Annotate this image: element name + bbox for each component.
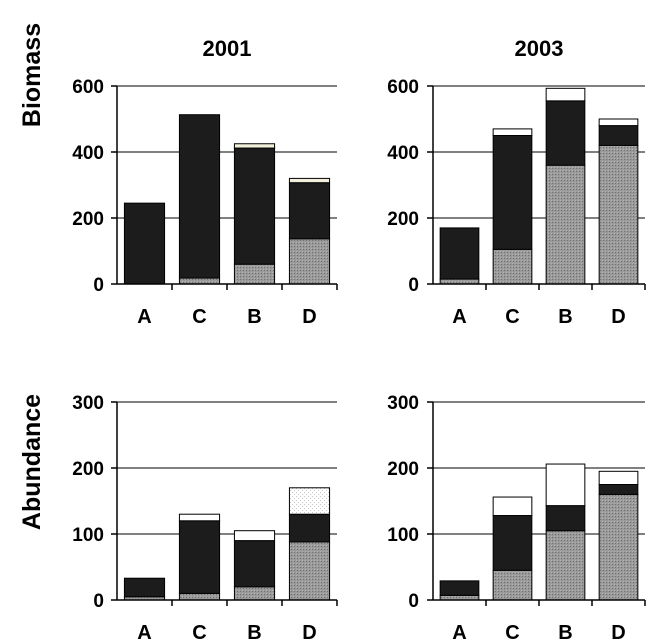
category-label: B xyxy=(247,306,261,328)
category-label: A xyxy=(137,306,151,328)
row-label-abundance: Abundance xyxy=(18,394,46,530)
category-label: C xyxy=(192,622,206,641)
bar-segment-b-black xyxy=(233,147,276,265)
bar-segment-c-black xyxy=(178,520,221,594)
bar-segment-a-black xyxy=(123,577,166,598)
bar-segment-d-grey xyxy=(598,493,639,601)
y-tick-label: 400 xyxy=(72,143,104,164)
bar-segment-d-grey xyxy=(288,238,331,285)
y-tick-label: 0 xyxy=(93,591,104,612)
category-label: D xyxy=(611,622,625,641)
y-tick-label: 600 xyxy=(72,77,104,98)
bar-segment-b-white xyxy=(233,530,276,542)
category-label: A xyxy=(452,306,466,328)
category-label: A xyxy=(452,622,466,641)
bar-segment-c-grey xyxy=(492,569,533,601)
bar-segment-d-black xyxy=(288,513,331,543)
bar-segment-b-black xyxy=(545,100,586,166)
bar-segment-d-dotted xyxy=(288,487,331,515)
chart-panel-abundance-2003: 0 100 200 300 A C B D xyxy=(387,393,646,641)
y-tick-label: 200 xyxy=(72,209,104,230)
bar-segment-b-white xyxy=(545,87,586,102)
category-label: B xyxy=(558,306,572,328)
chart-panel-biomass-2003: 2003 0 200 400 600 A C B D xyxy=(387,36,646,328)
y-tick-label: 600 xyxy=(387,77,419,98)
panel-title: 2003 xyxy=(515,36,564,61)
bar-segment-c-grey xyxy=(178,592,221,601)
bar-segment-b-black xyxy=(545,505,586,532)
y-tick-label: 400 xyxy=(387,143,419,164)
category-label: C xyxy=(192,306,206,328)
bar-segment-c-white xyxy=(492,496,533,517)
category-label: C xyxy=(505,622,519,641)
bar-segment-b-light xyxy=(233,143,276,149)
y-tick-label: 300 xyxy=(72,393,104,414)
bar-segment-d-grey xyxy=(598,144,639,285)
bar-segment-b-white xyxy=(545,463,586,507)
category-label: D xyxy=(611,306,625,328)
y-tick-label: 200 xyxy=(387,209,419,230)
bar-segment-b-grey xyxy=(233,586,276,601)
category-label: B xyxy=(558,622,572,641)
bar-segment-b-grey xyxy=(545,530,586,601)
bar-segment-c-white xyxy=(492,128,533,136)
category-label: D xyxy=(302,622,316,641)
bar-segment-d-black xyxy=(288,182,331,240)
category-label: C xyxy=(505,306,519,328)
bar-segment-b-grey xyxy=(545,164,586,285)
bar-segment-d-black xyxy=(598,125,639,146)
bar-segment-b-black xyxy=(233,540,276,588)
category-label: A xyxy=(137,622,151,641)
y-tick-label: 0 xyxy=(408,275,419,296)
chart-panel-abundance-2001: 0 100 200 300 A C B D xyxy=(72,393,338,641)
bar-segment-b-grey xyxy=(233,263,276,285)
category-label: B xyxy=(247,622,261,641)
chart-panel-biomass-2001: 2001 0 200 400 600 A C B D xyxy=(72,36,338,328)
bar-segment-d-light xyxy=(288,177,331,184)
y-tick-label: 0 xyxy=(93,275,104,296)
bar-segment-d-white xyxy=(598,118,639,127)
y-tick-label: 0 xyxy=(408,591,419,612)
bar-segment-a-black xyxy=(123,202,166,285)
y-tick-label: 100 xyxy=(72,525,104,546)
bar-segment-a-black xyxy=(439,227,480,280)
bar-segment-d-black xyxy=(598,484,639,495)
bar-segment-d-grey xyxy=(288,541,331,601)
y-tick-label: 100 xyxy=(387,525,419,546)
y-tick-label: 200 xyxy=(387,459,419,480)
bar-segment-c-grey xyxy=(178,277,221,285)
y-tick-label: 300 xyxy=(387,393,419,414)
category-label: D xyxy=(302,306,316,328)
y-tick-label: 200 xyxy=(72,459,104,480)
bar-segment-c-black xyxy=(492,135,533,250)
row-label-biomass: Biomass xyxy=(18,23,46,127)
bar-segment-c-black xyxy=(492,515,533,571)
panel-title: 2001 xyxy=(203,36,252,61)
bar-segment-a-black xyxy=(439,580,480,596)
bar-segment-c-grey xyxy=(492,248,533,285)
bar-segment-c-white xyxy=(178,513,221,522)
bar-segment-d-white xyxy=(598,470,639,485)
bar-segment-c-black xyxy=(178,114,221,279)
